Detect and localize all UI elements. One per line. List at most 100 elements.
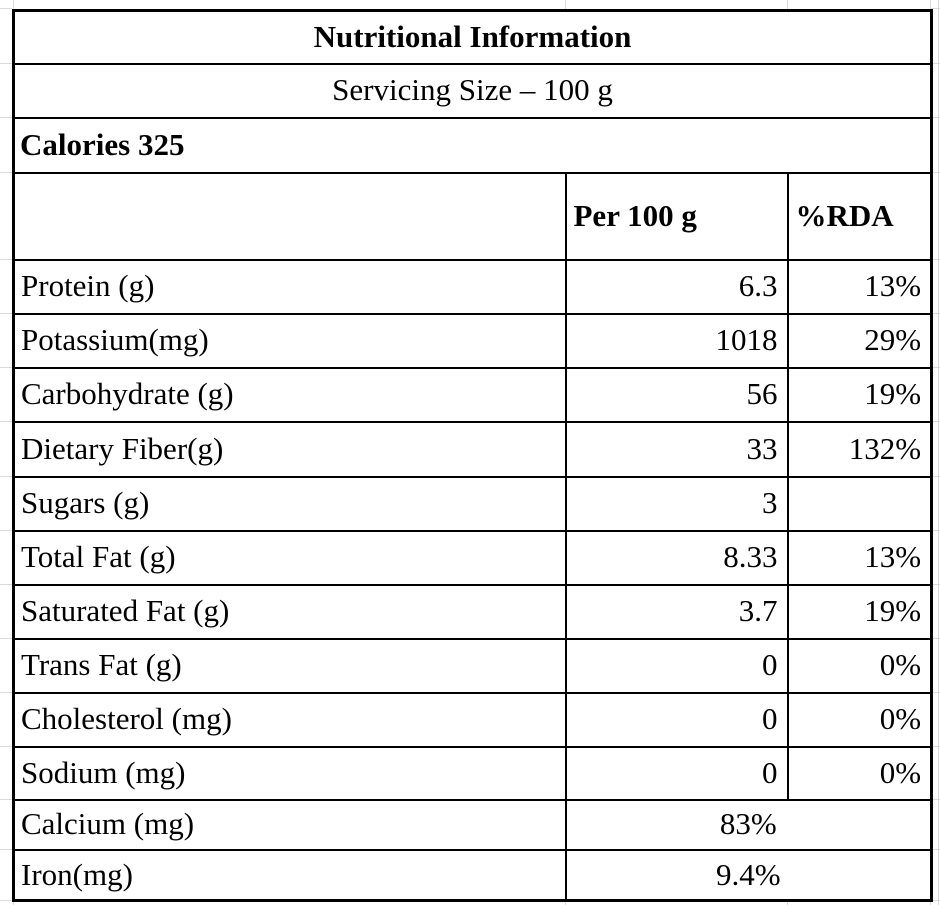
- sheet-gridline: [931, 799, 940, 800]
- potassium-value-cell[interactable]: 1018: [564, 312, 789, 369]
- sheet-gridline: [931, 476, 940, 477]
- trans-fat-value-cell[interactable]: 0: [564, 637, 789, 694]
- iron-value-cell[interactable]: 9.4%: [564, 848, 933, 902]
- saturated-fat-rda-cell[interactable]: 19%: [786, 583, 933, 640]
- sheet-gridline: [0, 8, 12, 9]
- potassium-label-cell[interactable]: Potassium(mg): [12, 312, 567, 369]
- row-serving-size: Servicing Size – 100 g: [12, 62, 933, 119]
- carbohydrate-value-cell[interactable]: 56: [564, 366, 789, 423]
- row-title: Nutritional Information: [12, 9, 933, 65]
- cholesterol-label-cell[interactable]: Cholesterol (mg): [12, 691, 567, 748]
- sheet-gridline: [931, 584, 940, 585]
- sheet-gridline: [931, 746, 940, 747]
- sheet-gridline: [13, 0, 14, 9]
- sheet-gridline: [0, 421, 12, 422]
- sheet-gridline: [931, 900, 940, 901]
- saturated-fat-value-cell[interactable]: 3.7: [564, 583, 789, 640]
- row-sugars: Sugars (g) 3: [12, 475, 933, 532]
- saturated-fat-label-cell[interactable]: Saturated Fat (g): [12, 583, 567, 640]
- row-potassium: Potassium(mg) 1018 29%: [12, 312, 933, 369]
- row-trans-fat: Trans Fat (g) 0 0%: [12, 637, 933, 694]
- protein-label-cell[interactable]: Protein (g): [12, 258, 567, 315]
- sheet-gridline: [565, 900, 566, 905]
- protein-value-cell[interactable]: 6.3: [564, 258, 789, 315]
- sheet-gridline: [0, 584, 12, 585]
- row-sodium: Sodium (mg) 0 0%: [12, 745, 933, 801]
- serving-size-cell[interactable]: Servicing Size – 100 g: [12, 62, 933, 119]
- sheet-gridline: [931, 367, 940, 368]
- sheet-gridline: [931, 63, 940, 64]
- calcium-value-cell[interactable]: 83%: [564, 798, 933, 851]
- sodium-value-cell[interactable]: 0: [564, 745, 789, 801]
- dietary-fiber-value-cell[interactable]: 33: [564, 420, 789, 478]
- row-total-fat: Total Fat (g) 8.33 13%: [12, 529, 933, 586]
- table-title-cell[interactable]: Nutritional Information: [12, 9, 933, 65]
- row-calories: Calories 325: [12, 116, 933, 174]
- row-column-headers: Per 100 g %RDA: [12, 171, 933, 261]
- cholesterol-rda-cell[interactable]: 0%: [786, 691, 933, 748]
- row-saturated-fat: Saturated Fat (g) 3.7 19%: [12, 583, 933, 640]
- carbohydrate-rda-cell[interactable]: 19%: [786, 366, 933, 423]
- sugars-rda-cell[interactable]: [786, 475, 933, 532]
- per-100g-header-cell[interactable]: Per 100 g: [564, 171, 789, 261]
- sodium-rda-cell[interactable]: 0%: [786, 745, 933, 801]
- empty-header-cell[interactable]: [12, 171, 567, 261]
- sheet-gridline: [938, 0, 939, 905]
- sheet-gridline: [0, 476, 12, 477]
- sheet-gridline: [0, 900, 12, 901]
- total-fat-label-cell[interactable]: Total Fat (g): [12, 529, 567, 586]
- sheet-gridline: [931, 8, 940, 9]
- sheet-gridline: [931, 117, 940, 118]
- protein-rda-cell[interactable]: 13%: [786, 258, 933, 315]
- row-iron: Iron(mg) 9.4%: [12, 848, 933, 902]
- sheet-gridline: [565, 0, 566, 9]
- cholesterol-value-cell[interactable]: 0: [564, 691, 789, 748]
- calcium-label-cell[interactable]: Calcium (mg): [12, 798, 567, 851]
- sheet-gridline: [0, 63, 12, 64]
- row-dietary-fiber: Dietary Fiber(g) 33 132%: [12, 420, 933, 478]
- sheet-gridline: [0, 692, 12, 693]
- sheet-gridline: [931, 259, 940, 260]
- dietary-fiber-rda-cell[interactable]: 132%: [786, 420, 933, 478]
- sheet-gridline: [0, 259, 12, 260]
- sheet-gridline: [0, 746, 12, 747]
- sodium-label-cell[interactable]: Sodium (mg): [12, 745, 567, 801]
- sheet-gridline: [931, 530, 940, 531]
- potassium-rda-cell[interactable]: 29%: [786, 312, 933, 369]
- iron-label-cell[interactable]: Iron(mg): [12, 848, 567, 902]
- sheet-gridline: [787, 0, 788, 9]
- sheet-gridline: [930, 900, 931, 905]
- sheet-gridline: [0, 849, 12, 850]
- row-carbohydrate: Carbohydrate (g) 56 19%: [12, 366, 933, 423]
- row-cholesterol: Cholesterol (mg) 0 0%: [12, 691, 933, 748]
- calories-cell[interactable]: Calories 325: [12, 116, 933, 174]
- total-fat-value-cell[interactable]: 8.33: [564, 529, 789, 586]
- trans-fat-label-cell[interactable]: Trans Fat (g): [12, 637, 567, 694]
- sheet-gridline: [0, 172, 12, 173]
- total-fat-rda-cell[interactable]: 13%: [786, 529, 933, 586]
- sheet-gridline: [931, 421, 940, 422]
- sheet-gridline: [0, 799, 12, 800]
- dietary-fiber-label-cell[interactable]: Dietary Fiber(g): [12, 420, 567, 478]
- sheet-gridline: [0, 367, 12, 368]
- row-calcium: Calcium (mg) 83%: [12, 798, 933, 851]
- sheet-gridline: [787, 900, 788, 905]
- sugars-label-cell[interactable]: Sugars (g): [12, 475, 567, 532]
- nutrition-table: Nutritional Information Servicing Size –…: [12, 9, 934, 902]
- rda-header-cell[interactable]: %RDA: [786, 171, 933, 261]
- sheet-gridline: [0, 117, 12, 118]
- carbohydrate-label-cell[interactable]: Carbohydrate (g): [12, 366, 567, 423]
- sheet-gridline: [0, 313, 12, 314]
- sheet-gridline: [0, 638, 12, 639]
- trans-fat-rda-cell[interactable]: 0%: [786, 637, 933, 694]
- sheet-gridline: [13, 900, 14, 905]
- sheet-gridline: [931, 172, 940, 173]
- sugars-value-cell[interactable]: 3: [564, 475, 789, 532]
- sheet-gridline: [931, 638, 940, 639]
- sheet-gridline: [931, 849, 940, 850]
- row-protein: Protein (g) 6.3 13%: [12, 258, 933, 315]
- sheet-gridline: [931, 313, 940, 314]
- sheet-gridline: [931, 692, 940, 693]
- sheet-gridline: [930, 0, 931, 9]
